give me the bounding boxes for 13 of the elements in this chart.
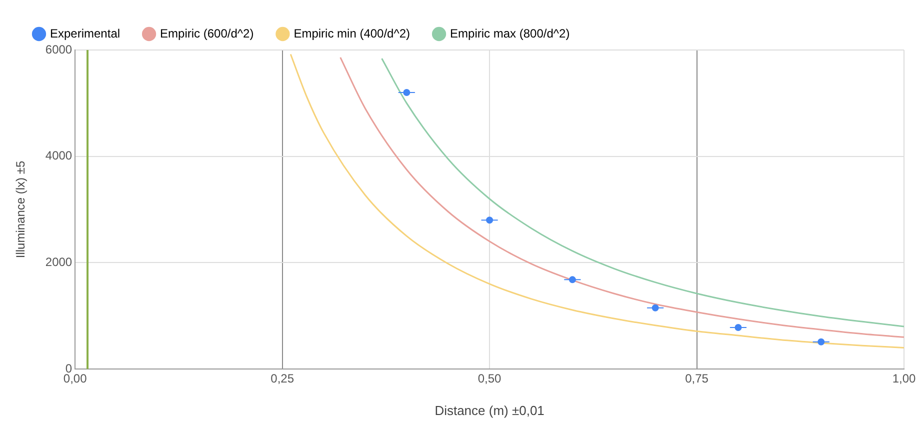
y-axis-title: Illuminance (lx) ±5 bbox=[14, 160, 28, 258]
legend-label: Experimental bbox=[50, 26, 120, 40]
legend-label: Empiric (600/d^2) bbox=[160, 26, 254, 40]
x-tick-label: 0,25 bbox=[270, 372, 294, 386]
x-axis-title: Distance (m) ±0,01 bbox=[434, 402, 544, 418]
y-tick-label: 2000 bbox=[45, 254, 72, 269]
x-tick-label: 1,00 bbox=[892, 372, 916, 386]
x-tick-label: 0,75 bbox=[685, 372, 709, 386]
y-tick-label: 6000 bbox=[45, 42, 72, 56]
x-tick-label: 0,50 bbox=[478, 372, 502, 386]
legend-label: Empiric max (800/d^2) bbox=[450, 26, 570, 40]
y-tick-label: 4000 bbox=[45, 148, 72, 163]
legend-label: Empiric min (400/d^2) bbox=[294, 26, 410, 40]
